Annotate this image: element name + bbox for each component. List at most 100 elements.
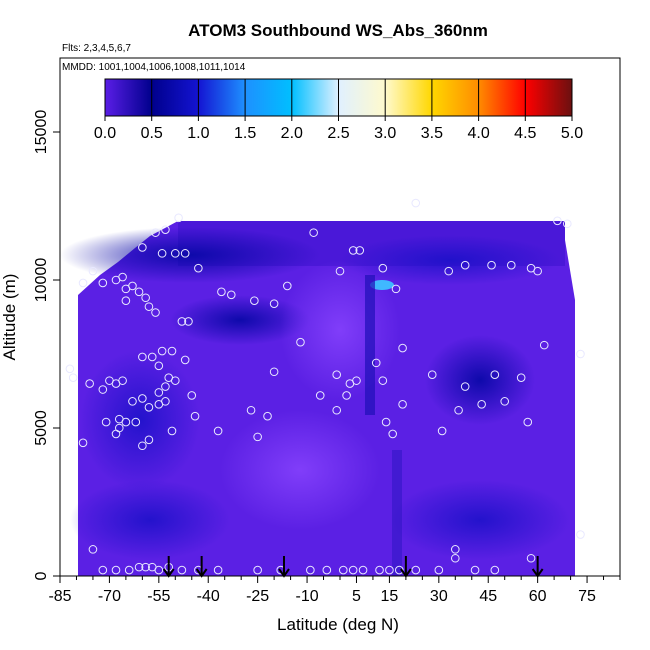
- sample-point: [523, 417, 533, 427]
- sample-point: [332, 405, 342, 415]
- sample-point: [141, 293, 150, 303]
- sample-point: [157, 346, 167, 356]
- colorbar-tick-label: 2.5: [327, 125, 349, 142]
- sample-point: [371, 358, 381, 368]
- sample-point: [68, 373, 78, 382]
- sample-point: [177, 317, 187, 326]
- sample-point: [180, 249, 190, 258]
- x-tick-label: 30: [430, 588, 448, 605]
- sample-point: [562, 219, 572, 229]
- profile-arrow: [195, 556, 208, 578]
- sample-point: [500, 397, 510, 406]
- sample-point: [427, 370, 437, 380]
- sample-point: [250, 296, 259, 306]
- sample-point: [335, 266, 345, 276]
- sample-point: [147, 352, 157, 362]
- heatmap-dark-patch-right: [425, 335, 535, 425]
- sample-point: [101, 417, 111, 427]
- x-tick-label: -55: [147, 588, 170, 605]
- profile-arrow-head: [278, 568, 290, 578]
- sample-point: [506, 260, 516, 270]
- sample-point: [128, 281, 137, 291]
- sample-point: [167, 346, 177, 356]
- sample-point: [388, 429, 398, 439]
- heatmap-dark-patch-left: [80, 350, 200, 490]
- sample-point: [348, 246, 358, 255]
- sample-point: [282, 281, 292, 291]
- heatmap-light-patch-lower: [220, 410, 380, 530]
- colorbar-tick-label: 4.0: [467, 125, 489, 142]
- sample-point: [213, 426, 223, 436]
- colorbar-tick-label: 0.0: [94, 125, 116, 142]
- sample-point: [88, 545, 98, 554]
- sample-point: [411, 565, 421, 575]
- sample-point: [184, 317, 193, 326]
- sample-point: [355, 246, 365, 255]
- sample-point: [381, 417, 391, 427]
- sample-point: [391, 284, 401, 294]
- y-tick-label: 10000: [33, 258, 50, 303]
- x-tick-label: -70: [98, 588, 121, 605]
- sample-point: [78, 438, 88, 448]
- sample-point: [121, 296, 131, 306]
- sample-point: [434, 565, 444, 575]
- profile-arrow: [162, 556, 175, 578]
- sample-point: [144, 402, 154, 412]
- sample-point: [460, 260, 470, 270]
- sample-point: [533, 266, 542, 276]
- sample-point: [253, 432, 262, 442]
- sample-point: [460, 382, 470, 391]
- sample-point: [263, 411, 272, 421]
- sample-point: [170, 249, 180, 258]
- sample-point: [516, 373, 526, 382]
- x-tick-label: 60: [529, 588, 547, 605]
- colorbar-tick-label: 1.5: [234, 125, 256, 142]
- x-axis-label: Latitude (deg N): [277, 615, 399, 634]
- colorbar-tick-label: 3.0: [374, 125, 396, 142]
- profile-arrow-head: [162, 568, 175, 578]
- sample-point: [98, 385, 108, 394]
- heatmap-dark-patch-low-right: [390, 480, 570, 560]
- sample-point: [576, 349, 585, 359]
- y-axis-label: Altitude (m): [0, 274, 19, 361]
- sample-point: [385, 565, 394, 575]
- heatmap-dark-patch-low-left: [70, 480, 230, 560]
- sample-point: [315, 391, 325, 400]
- sample-point: [411, 198, 421, 208]
- colorbar-tick-label: 1.0: [187, 125, 209, 142]
- sample-point: [213, 565, 223, 575]
- sample-point: [88, 266, 98, 276]
- colorbar-ticks: 0.0 0.5 1.0 1.5 2.0 2.5 3.0 3.5 4.0 4.5 5.0: [94, 79, 583, 142]
- sample-point: [309, 228, 318, 237]
- sample-point: [490, 370, 500, 380]
- sample-point: [553, 216, 562, 226]
- heatmap-dark-patch-upper-left: [60, 227, 320, 283]
- x-tick-label: -10: [295, 588, 318, 605]
- sample-point: [177, 565, 187, 575]
- sample-point: [144, 302, 154, 311]
- y-tick-label: 5000: [33, 410, 50, 446]
- sample-point: [65, 364, 75, 374]
- chart-title: ATOM3 Southbound WS_Abs_360nm: [188, 21, 488, 40]
- dates-label: MMDD: 1001,1004,1006,1008,1011,1014: [62, 62, 246, 73]
- colorbar-tick-label: 0.5: [141, 125, 163, 142]
- sample-point: [358, 565, 368, 575]
- sample-point: [487, 260, 496, 270]
- y-axis: 0 5000 10000 15000: [33, 110, 60, 580]
- x-tick-label: -25: [246, 588, 269, 605]
- x-axis: -85 -70 -55 -40 -25 -10 5 15 30 45 60 75: [48, 576, 621, 605]
- sample-point: [170, 376, 180, 385]
- colorbar-tick-label: 4.5: [514, 125, 536, 142]
- sample-point: [269, 299, 279, 308]
- x-tick-label: -40: [197, 588, 220, 605]
- sample-point: [151, 308, 160, 317]
- sample-point: [180, 355, 190, 365]
- sample-point: [576, 530, 585, 539]
- x-tick-label: 75: [578, 588, 596, 605]
- sample-point: [437, 426, 447, 436]
- profile-arrows: [162, 556, 544, 578]
- sample-point: [85, 379, 94, 388]
- sample-point: [138, 243, 147, 252]
- sample-point: [154, 361, 164, 371]
- sample-point: [128, 397, 137, 406]
